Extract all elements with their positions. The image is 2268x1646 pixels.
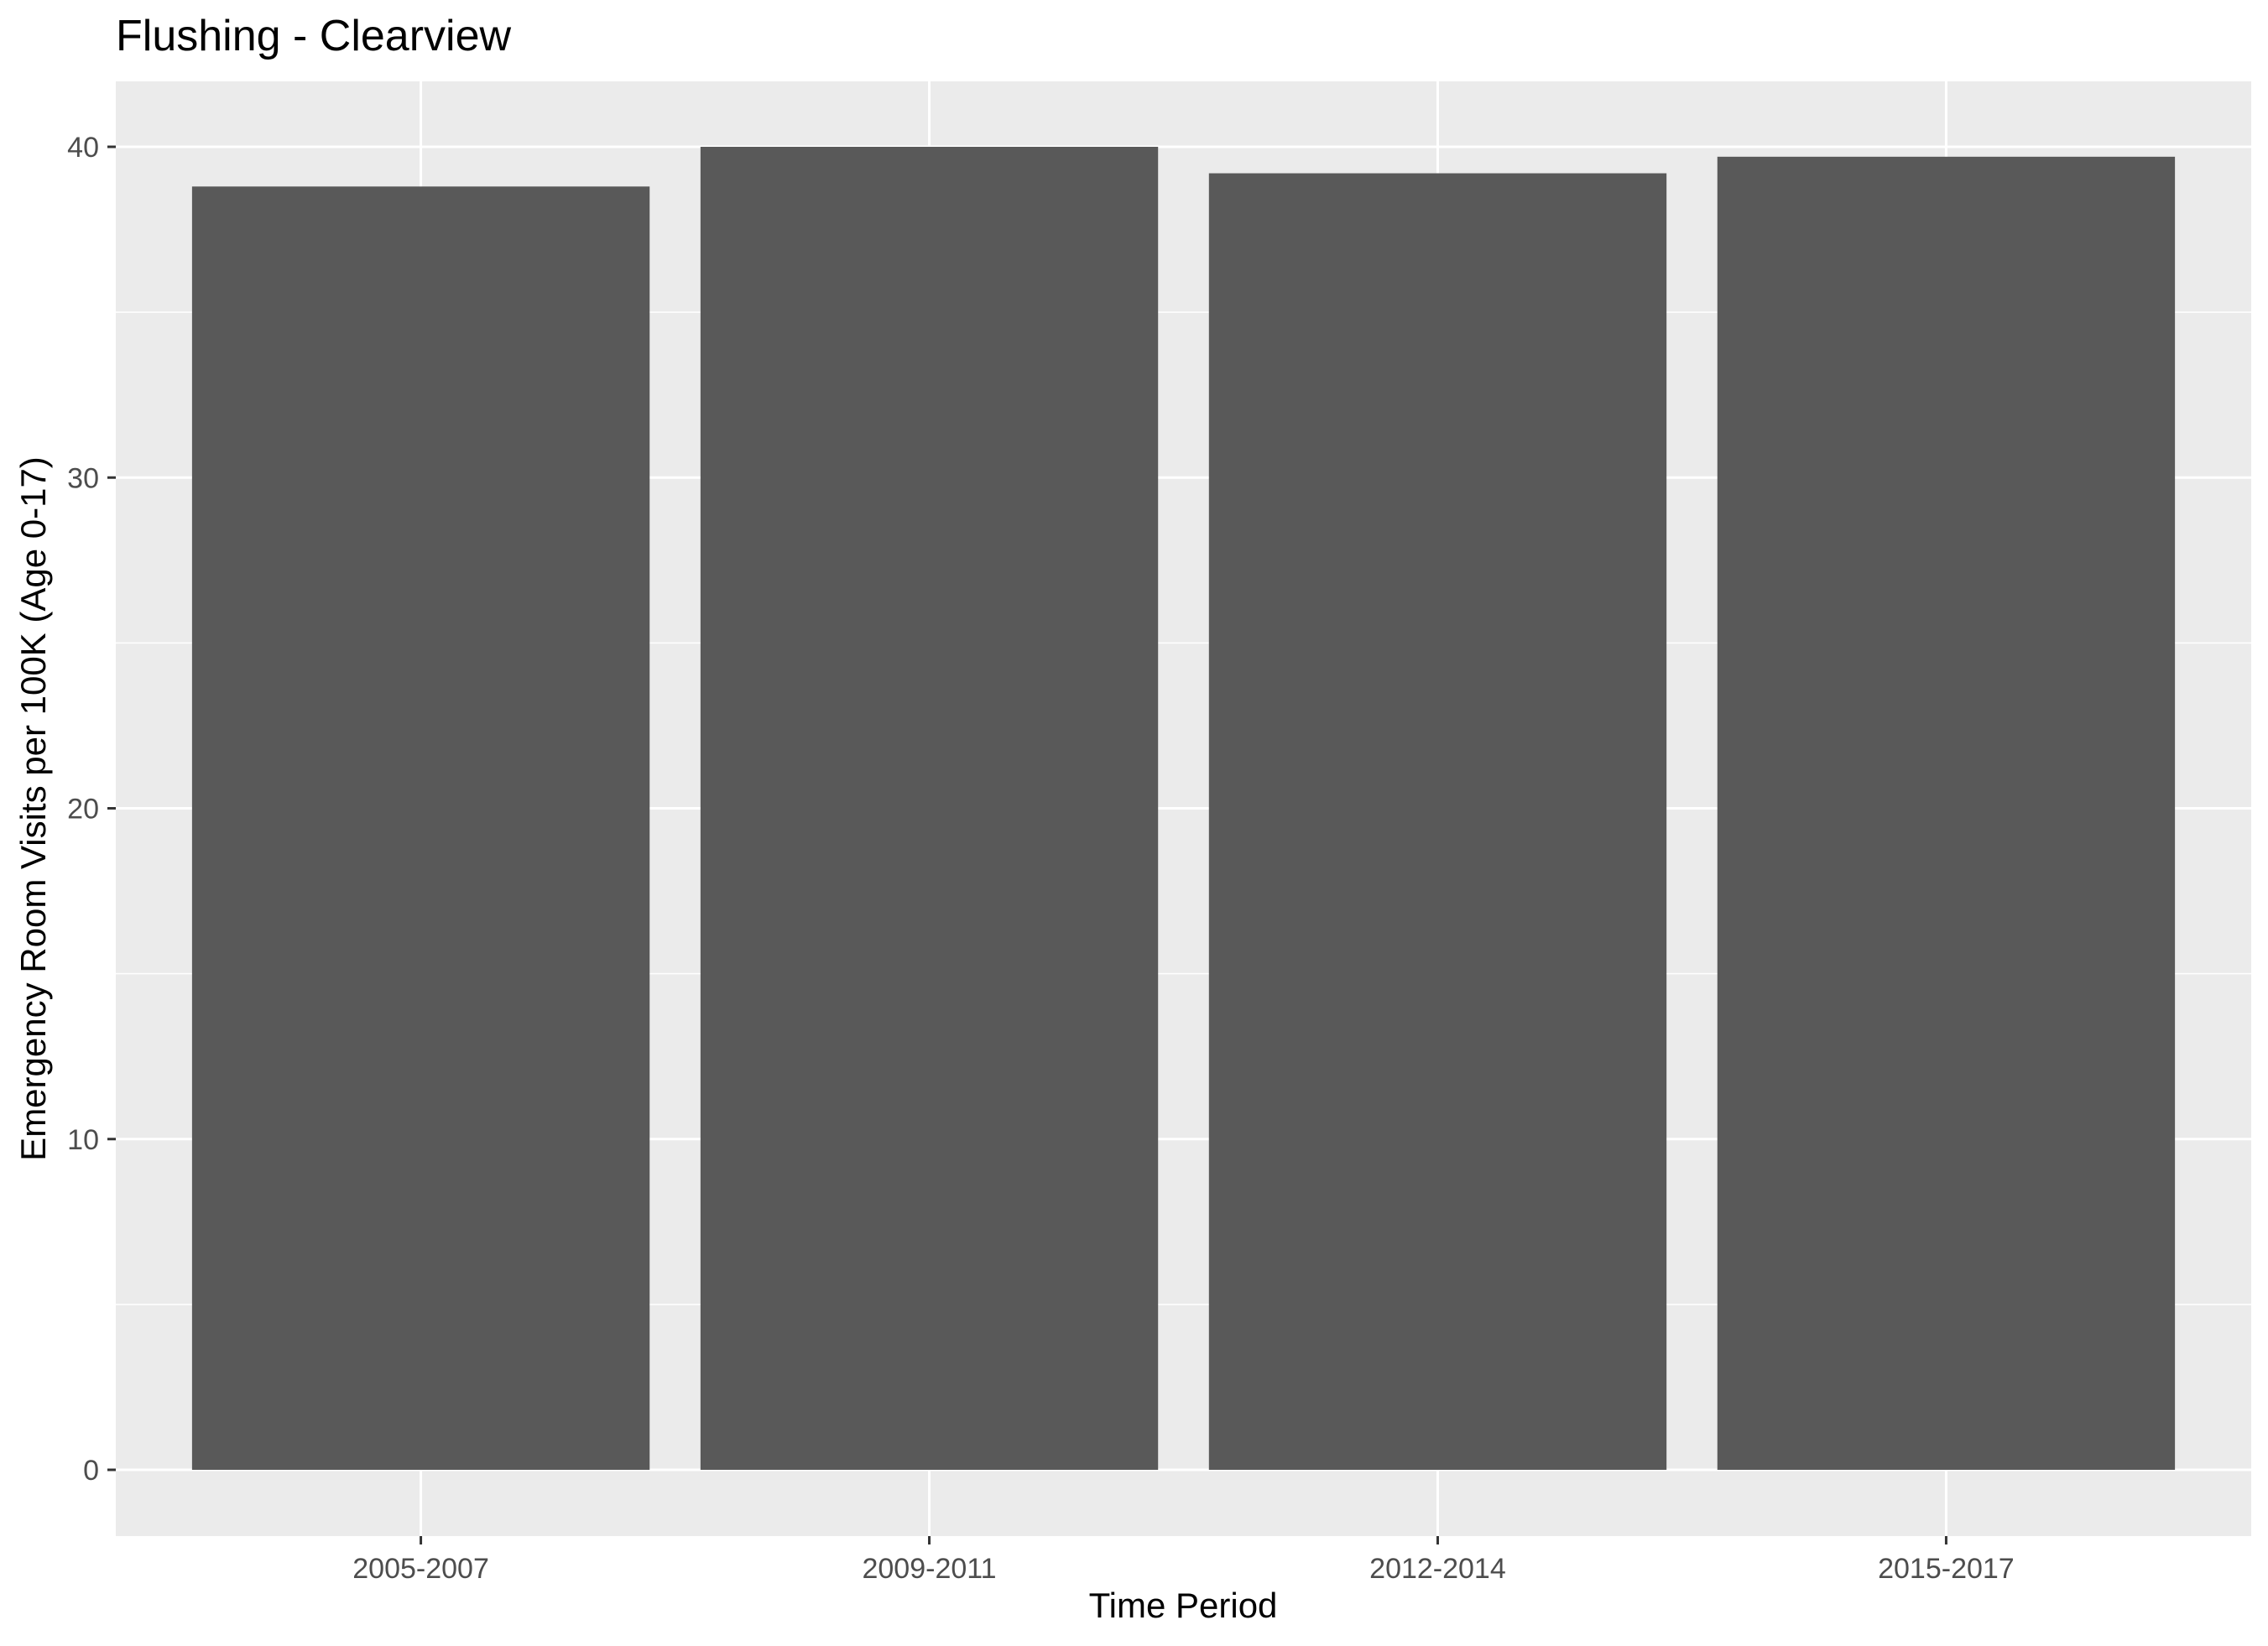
x-axis: 2005-2007 2009-2011 2012-2014 2015-2017 (352, 1536, 2015, 1585)
y-tick-label: 40 (67, 132, 99, 164)
y-tick-label: 30 (67, 462, 99, 494)
x-axis-title: Time Period (1089, 1586, 1278, 1625)
y-tick-label: 20 (67, 794, 99, 826)
y-axis: 0 10 20 30 40 (67, 132, 116, 1487)
x-tick-label: 2012-2014 (1369, 1553, 1506, 1585)
bar-2009-2011 (700, 147, 1159, 1470)
bar-2012-2014 (1208, 173, 1667, 1470)
x-tick-label: 2005-2007 (352, 1553, 489, 1585)
bar-2005-2007 (191, 186, 650, 1470)
bars (191, 147, 2176, 1470)
x-tick-label: 2009-2011 (862, 1553, 996, 1585)
x-tick-label: 2015-2017 (1878, 1553, 2015, 1585)
y-axis-title: Emergency Room Visits per 100K (Age 0-17… (13, 456, 53, 1161)
chart-title: Flushing - Clearview (116, 12, 511, 60)
y-tick-label: 10 (67, 1124, 99, 1156)
y-tick-label: 0 (83, 1455, 99, 1487)
bar-2015-2017 (1717, 156, 2176, 1470)
